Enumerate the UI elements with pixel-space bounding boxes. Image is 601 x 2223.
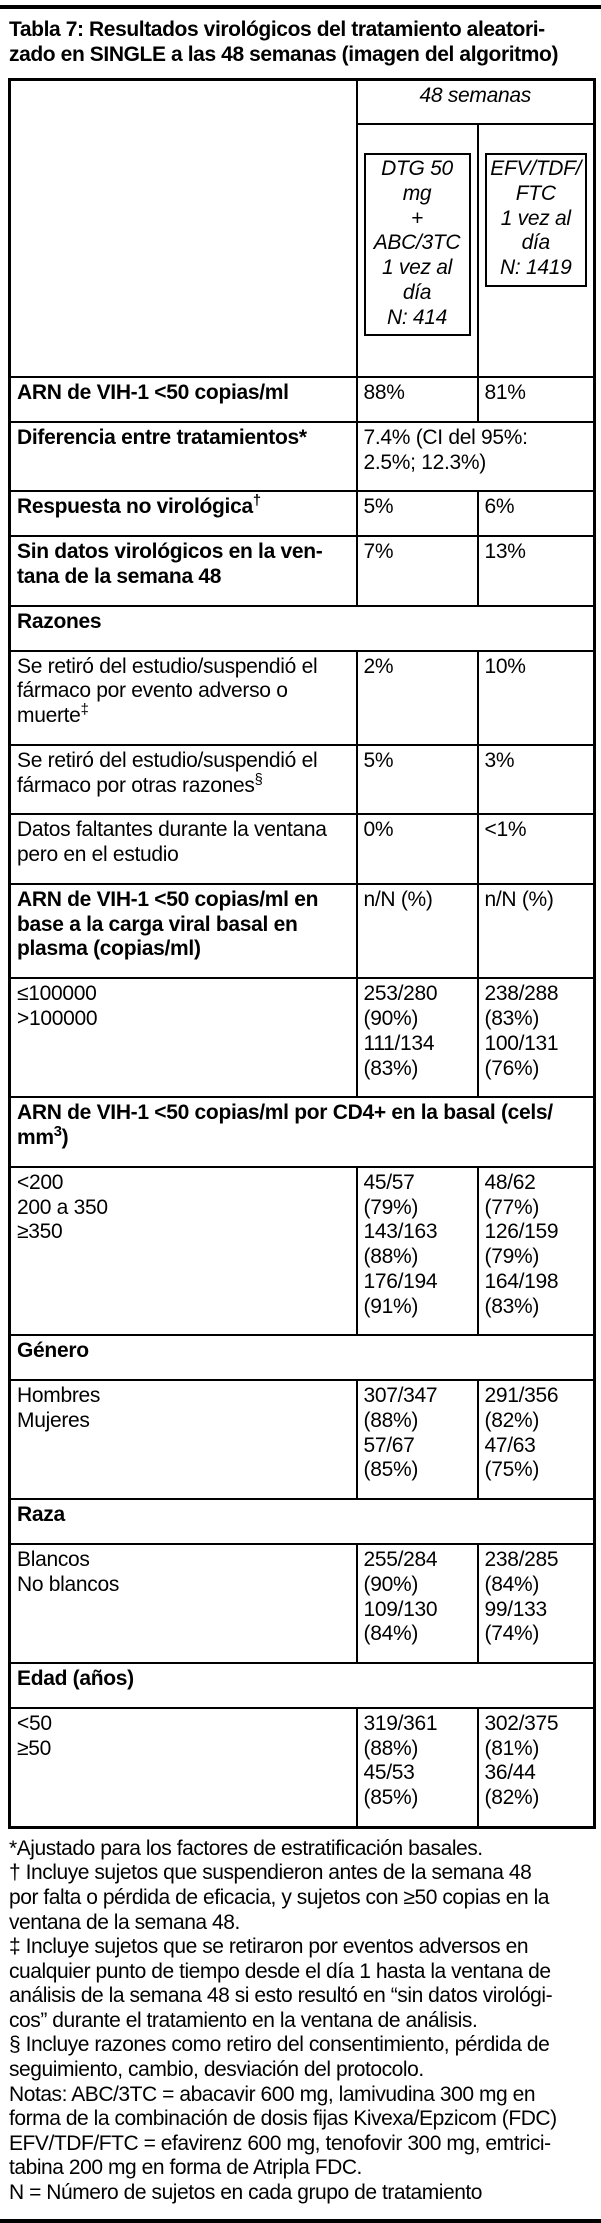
empty-header-cell [8,78,358,379]
dagger-mark: † [252,493,261,510]
section-row: ARN de VIH-1 <50 copias/ml por CD4+ en l… [8,1096,596,1168]
cell-value-efv: 238/285 (84%) 99/133 (74%) [476,1542,596,1665]
cell-value-dtg: n/N (%) [355,882,479,980]
cell-value-efv: n/N (%) [476,882,596,980]
row-label: ARN de VIH-1 <50 copias/ml en base a la … [8,882,358,980]
table-row: Se retiró del estudio/suspendió el fárma… [8,649,596,746]
section-row: Género [8,1334,596,1382]
cell-value-dtg: 7% [355,535,479,607]
footnote: ‡ Incluye sujetos que se retiraron por e… [9,1935,553,2032]
row-label: Se retiró del estudio/suspendió el fárma… [8,649,358,746]
cell-value-efv: 48/62 (77%) 126/159 (79%) 164/198 (83%) [476,1165,596,1337]
row-label: ARN de VIH-1 <50 copias/ml [8,376,358,423]
table-row: ARN de VIH-1 <50 copias/ml 88% 81% [8,376,596,423]
cell-value-efv: 13% [476,535,596,607]
table-row: ≤100000 >100000 253/280 (90%) 111/134 (8… [8,977,596,1099]
table-row: Respuesta no virológica† 5% 6% [8,490,596,538]
section-header: Género [8,1334,596,1382]
header-row-period: 48 semanas [8,78,596,379]
cell-value-dtg: 0% [355,813,479,885]
row-label: Diferencia entre tratamientos* [8,420,358,493]
cell-value-efv: 10% [476,649,596,746]
table-row: Datos faltantes durante la ventana pero … [8,813,596,885]
table-row: Sin datos virológicos en la ven- tana de… [8,535,596,607]
table-row: Se retiró del estudio/suspendió el fárma… [8,743,596,816]
cell-value-efv: <1% [476,813,596,885]
row-label: ≤100000 >100000 [8,977,358,1099]
table-row: ARN de VIH-1 <50 copias/ml en base a la … [8,882,596,980]
row-label: <200 200 a 350 ≥350 [8,1165,358,1337]
footnote: Notas: ABC/3TC = abacavir 600 mg, lamivu… [9,2082,557,2180]
cell-value-dtg: 255/284 (90%) 109/130 (84%) [355,1542,479,1665]
cell-value-efv: 81% [476,376,596,423]
cell-value-dtg: 2% [355,649,479,746]
table-row: Hombres Mujeres 307/347 (88%) 57/67 (85%… [8,1379,596,1501]
cell-value-dtg: 5% [355,743,479,816]
period-header: 48 semanas [355,78,596,126]
table-row: <200 200 a 350 ≥350 45/57 (79%) 143/163 … [8,1165,596,1337]
row-label: Blancos No blancos [8,1542,358,1665]
footnote: § Incluye razones como retiro del consen… [9,2033,550,2081]
footnote: † Incluye sujetos que suspendieron antes… [9,1861,550,1934]
cell-value-dtg: 88% [355,376,479,423]
cell-value-efv: 238/288 (83%) 100/131 (76%) [476,977,596,1099]
row-label: Se retiró del estudio/suspendió el fárma… [8,743,358,816]
row-label: <50 ≥50 [8,1706,358,1829]
section-header: Raza [8,1498,596,1545]
row-label: Datos faltantes durante la ventana pero … [8,813,358,885]
table-title: Tabla 7: Resultados virológicos del trat… [9,18,559,66]
footnotes: *Ajustado para los factores de estratifi… [9,1837,597,2205]
section-header: Razones [8,604,596,652]
cell-value-efv: 6% [476,490,596,538]
table-row: <50 ≥50 319/361 (88%) 45/53 (85%) 302/37… [8,1706,596,1829]
top-rule [0,5,601,9]
footnote: N = Número de sujetos en cada grupo de t… [9,2180,483,2204]
section-header: Edad (años) [8,1662,596,1709]
section-row: Razones [8,604,596,652]
cell-value-dtg: 45/57 (79%) 143/163 (88%) 176/194 (91%) [355,1165,479,1337]
section-sign-mark: § [254,771,263,788]
row-label: Sin datos virológicos en la ven- tana de… [8,535,358,607]
arm-header-cell-efv: EFV/TDF/ FTC 1 vez al día N: 1419 [476,123,596,379]
cell-value-efv: 302/375 (81%) 36/44 (82%) [476,1706,596,1829]
arm-header-efv: EFV/TDF/ FTC 1 vez al día N: 1419 [484,153,587,288]
double-dagger-mark: ‡ [80,702,89,719]
bottom-rule [0,2219,601,2223]
cell-value-dtg: 5% [355,490,479,538]
cell-value-dtg: 319/361 (88%) 45/53 (85%) [355,1706,479,1829]
document-page: Tabla 7: Resultados virológicos del trat… [0,5,601,2223]
section-header: ARN de VIH-1 <50 copias/ml por CD4+ en l… [8,1096,596,1168]
section-row: Raza [8,1498,596,1545]
cell-value-dtg: 253/280 (90%) 111/134 (83%) [355,977,479,1099]
footnote: *Ajustado para los factores de estratifi… [9,1836,483,1860]
superscript-3: 3 [53,1124,62,1141]
arm-header-cell-dtg: DTG 50 mg + ABC/3TC 1 vez al día N: 414 [355,123,479,379]
row-label: Hombres Mujeres [8,1379,358,1501]
cell-value-span: 7.4% (CI del 95%: 2.5%; 12.3%) [355,420,596,493]
header-row-arms: DTG 50 mg + ABC/3TC 1 vez al día N: 414 … [10,123,596,379]
cell-value-dtg: 307/347 (88%) 57/67 (85%) [355,1379,479,1501]
cell-value-efv: 291/356 (82%) 47/63 (75%) [476,1379,596,1501]
table-row: Diferencia entre tratamientos* 7.4% (CI … [8,420,596,493]
row-label: Respuesta no virológica† [8,490,358,538]
table-row: Blancos No blancos 255/284 (90%) 109/130… [8,1542,596,1665]
section-row: Edad (años) [8,1662,596,1709]
cell-value-efv: 3% [476,743,596,816]
results-table: 48 semanas DTG 50 mg + ABC/3TC 1 vez al … [8,77,596,1829]
arm-header-dtg: DTG 50 mg + ABC/3TC 1 vez al día N: 414 [363,153,471,337]
